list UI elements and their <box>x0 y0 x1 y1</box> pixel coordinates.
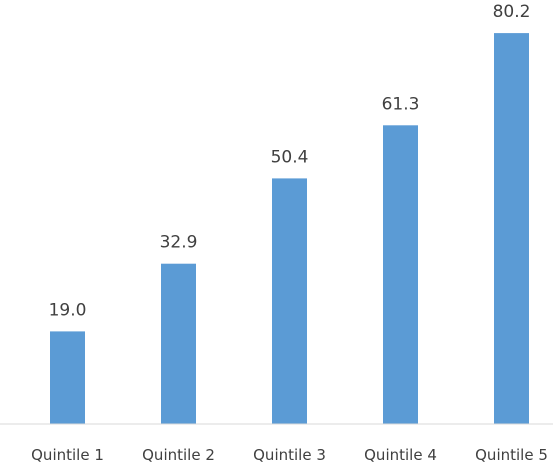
bar-5 <box>494 33 529 424</box>
data-label-3: 50.4 <box>271 147 309 167</box>
data-label-5: 80.2 <box>493 2 531 22</box>
bars-group <box>50 33 529 425</box>
data-labels-group: 19.0 32.9 50.4 61.3 80.2 <box>49 2 531 320</box>
x-tick-label-5: Quintile 5 <box>475 446 548 464</box>
data-label-2: 32.9 <box>160 233 198 253</box>
bar-3 <box>272 178 307 424</box>
x-tick-label-3: Quintile 3 <box>253 446 326 464</box>
bar-2 <box>161 263 196 424</box>
data-label-1: 19.0 <box>49 300 87 320</box>
x-tick-label-2: Quintile 2 <box>142 446 215 464</box>
bar-4 <box>383 125 418 425</box>
x-tick-labels-group: Quintile 1 Quintile 2 Quintile 3 Quintile 4… <box>31 446 548 464</box>
x-tick-label-4: Quintile 4 <box>364 446 437 464</box>
bar-1 <box>50 331 85 424</box>
x-tick-label-1: Quintile 1 <box>31 446 104 464</box>
data-label-4: 61.3 <box>382 94 420 114</box>
